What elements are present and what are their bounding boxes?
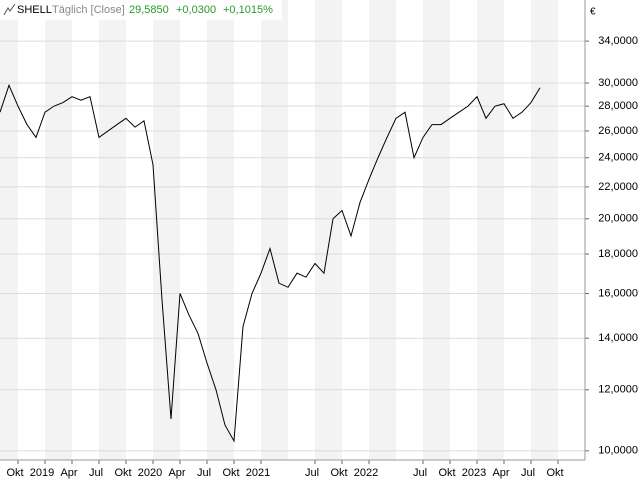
y-tick-label: 34,0000 bbox=[598, 35, 638, 47]
x-tick-label: Okt bbox=[222, 467, 239, 479]
chart-title: SHELL bbox=[17, 4, 52, 16]
y-tick-label: 18,0000 bbox=[598, 248, 638, 260]
x-tick-label: Jul bbox=[521, 467, 535, 479]
x-tick-label: Okt bbox=[546, 467, 563, 479]
x-tick-label: Okt bbox=[438, 467, 455, 479]
quarter-band bbox=[45, 0, 72, 460]
x-tick-label: Jul bbox=[413, 467, 427, 479]
y-tick-label: 10,0000 bbox=[598, 445, 638, 457]
y-tick-label: 12,0000 bbox=[598, 384, 638, 396]
quarter-band bbox=[450, 0, 477, 460]
quarter-band bbox=[369, 0, 396, 460]
y-tick-label: 30,0000 bbox=[598, 77, 638, 89]
price-line bbox=[0, 83, 541, 443]
quarter-band bbox=[396, 0, 423, 460]
x-tick-label: 2021 bbox=[246, 467, 270, 479]
y-tick-label: 14,0000 bbox=[598, 332, 638, 344]
x-tick-label: Apr bbox=[168, 467, 185, 479]
quarter-band bbox=[99, 0, 126, 460]
currency: € bbox=[590, 7, 596, 18]
quarter-band bbox=[261, 0, 288, 460]
last-price: 29,5850 bbox=[129, 4, 169, 16]
x-tick-label: Apr bbox=[60, 467, 77, 479]
y-tick-label: 20,0000 bbox=[598, 213, 638, 225]
x-tick-label: Okt bbox=[330, 467, 347, 479]
quarter-band bbox=[504, 0, 531, 460]
x-tick-label: 2022 bbox=[354, 467, 378, 479]
quarter-band bbox=[531, 0, 558, 460]
quarter-band bbox=[18, 0, 45, 460]
header-bg bbox=[0, 0, 282, 20]
quarter-band bbox=[288, 0, 315, 460]
x-tick-label: Okt bbox=[6, 467, 23, 479]
change: +0,0300 bbox=[176, 4, 216, 16]
quarter-band bbox=[0, 0, 18, 460]
quarter-band bbox=[207, 0, 234, 460]
quarter-band bbox=[477, 0, 504, 460]
x-tick-label: Jul bbox=[89, 467, 103, 479]
quarter-band bbox=[180, 0, 207, 460]
y-tick-label: 24,0000 bbox=[598, 152, 638, 164]
x-tick-label: 2019 bbox=[30, 467, 54, 479]
quarter-band bbox=[315, 0, 342, 460]
chart-icon bbox=[3, 3, 16, 16]
quarter-band bbox=[342, 0, 369, 460]
x-tick-label: Okt bbox=[114, 467, 131, 479]
plot-right-area bbox=[585, 0, 640, 480]
quarter-band bbox=[423, 0, 450, 460]
chart-subtitle: Täglich [Close] bbox=[52, 4, 125, 16]
x-tick-label: 2023 bbox=[462, 467, 486, 479]
y-tick-label: 28,0000 bbox=[598, 100, 638, 112]
x-tick-label: Jul bbox=[197, 467, 211, 479]
y-tick-label: 22,0000 bbox=[598, 181, 638, 193]
quarter-band bbox=[558, 0, 585, 460]
x-tick-label: Apr bbox=[492, 467, 509, 479]
change-percent: +0,1015% bbox=[223, 4, 273, 16]
x-tick-label: 2020 bbox=[138, 467, 162, 479]
plot bbox=[0, 83, 541, 443]
plot-bottom-area bbox=[0, 460, 585, 480]
quarter-band bbox=[72, 0, 99, 460]
quarter-band bbox=[126, 0, 153, 460]
y-tick-label: 16,0000 bbox=[598, 287, 638, 299]
y-tick-label: 26,0000 bbox=[598, 125, 638, 137]
x-tick-label: Jul bbox=[305, 467, 319, 479]
